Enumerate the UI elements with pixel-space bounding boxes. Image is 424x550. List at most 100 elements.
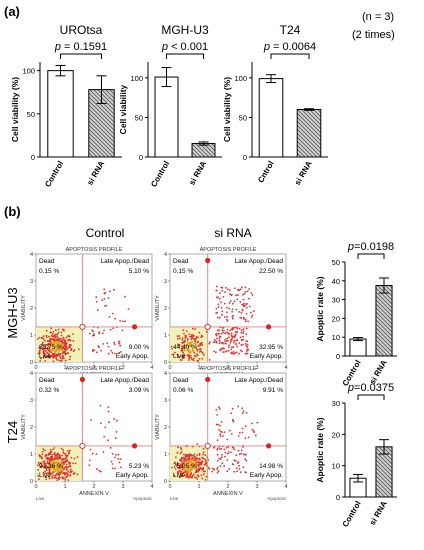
event-dot	[42, 348, 45, 351]
category-label: Cntrol	[256, 160, 276, 185]
event-dot	[242, 298, 245, 301]
event-dot	[46, 458, 49, 461]
event-dot	[50, 343, 53, 346]
event-dot	[124, 320, 126, 323]
event-dot	[121, 329, 124, 332]
event-dot	[231, 418, 234, 421]
event-dot	[45, 329, 48, 332]
event-dot	[175, 465, 178, 467]
event-dot	[111, 463, 114, 465]
event-dot	[204, 454, 207, 457]
y-tick-label: 4	[164, 371, 167, 377]
y-tick-label: 3	[164, 398, 167, 404]
p-text: =0.0375	[354, 382, 394, 394]
event-dot	[43, 347, 46, 349]
event-dot	[233, 352, 236, 355]
axis-right-label: Apoptotic	[267, 496, 287, 501]
event-dot	[238, 289, 241, 292]
event-dot	[232, 350, 235, 353]
event-dot	[56, 333, 59, 335]
event-dot	[226, 328, 229, 331]
event-dot	[190, 345, 192, 348]
event-dot	[68, 449, 71, 452]
bar-1	[296, 109, 322, 158]
event-dot	[53, 342, 56, 345]
event-dot	[185, 470, 187, 473]
note-times: (2 times)	[352, 29, 395, 41]
event-dot	[196, 349, 199, 352]
event-dot	[228, 429, 231, 432]
x-tick-label: 1	[63, 365, 66, 371]
event-dot	[59, 352, 62, 355]
event-dot	[219, 347, 222, 350]
event-dot	[103, 288, 106, 291]
quadrant-early: Early Apop.	[250, 353, 283, 360]
event-dot	[218, 329, 220, 331]
event-dot	[219, 430, 222, 433]
event-dot	[65, 463, 68, 466]
event-dot	[186, 348, 189, 351]
x-tick-label: 2	[226, 484, 229, 490]
event-dot	[221, 289, 224, 292]
event-dot	[220, 301, 222, 304]
event-dot	[222, 331, 224, 334]
x-tick-label: 3	[121, 484, 124, 490]
percent-live: 44.40 %	[173, 344, 197, 351]
row-label-mgh-u3: MGH-U3	[5, 287, 20, 338]
event-dot	[42, 350, 45, 353]
event-dot	[218, 342, 221, 345]
event-dot	[194, 343, 197, 346]
event-dot	[236, 345, 239, 348]
bar-chart-4: 0 10 20 30 Control si RNA Apoptic rate (%) p=0.…	[315, 382, 397, 529]
event-dot	[235, 351, 238, 354]
event-dot	[211, 470, 214, 473]
event-dot	[193, 354, 196, 357]
event-dot	[190, 473, 192, 475]
significance-bracket	[166, 53, 204, 59]
event-dot	[108, 421, 110, 424]
p-symbol: p	[347, 241, 354, 253]
event-dot	[70, 456, 73, 459]
event-dot	[181, 347, 184, 350]
event-dot	[244, 458, 247, 461]
note-n: (n = 3)	[362, 11, 394, 23]
event-dot	[234, 459, 237, 462]
event-dot	[244, 318, 247, 321]
event-dot	[90, 419, 93, 421]
event-dot	[59, 464, 62, 466]
event-dot	[68, 461, 71, 464]
event-dot	[218, 339, 221, 342]
event-dot	[52, 360, 55, 363]
event-dot	[244, 304, 246, 307]
event-dot	[176, 461, 179, 464]
event-dot	[233, 448, 236, 451]
event-dot	[44, 353, 46, 356]
event-dot	[122, 320, 124, 323]
event-dot	[52, 448, 54, 451]
event-dot	[193, 342, 195, 345]
event-dot	[240, 311, 243, 314]
event-dot	[198, 454, 201, 457]
event-dot	[49, 453, 52, 456]
event-dot	[221, 310, 224, 313]
event-dot	[54, 329, 57, 331]
event-dot	[223, 465, 226, 467]
quadrant-live: Live	[173, 353, 185, 360]
event-dot	[222, 347, 225, 350]
event-dot	[199, 347, 202, 350]
event-dot	[54, 455, 57, 457]
y-tick-label: 50	[239, 113, 247, 122]
gate-center-marker	[204, 442, 211, 449]
event-dot	[222, 351, 225, 353]
event-dot	[187, 458, 190, 461]
event-dot	[66, 472, 69, 474]
event-dot	[238, 327, 241, 330]
event-dot	[118, 351, 121, 354]
event-dot	[241, 303, 244, 306]
y-tick-label: 1	[30, 452, 33, 458]
event-dot	[72, 350, 75, 353]
event-dot	[69, 468, 72, 471]
panel-b-label: (b)	[4, 204, 21, 219]
event-dot	[98, 331, 101, 334]
event-dot	[226, 337, 229, 340]
